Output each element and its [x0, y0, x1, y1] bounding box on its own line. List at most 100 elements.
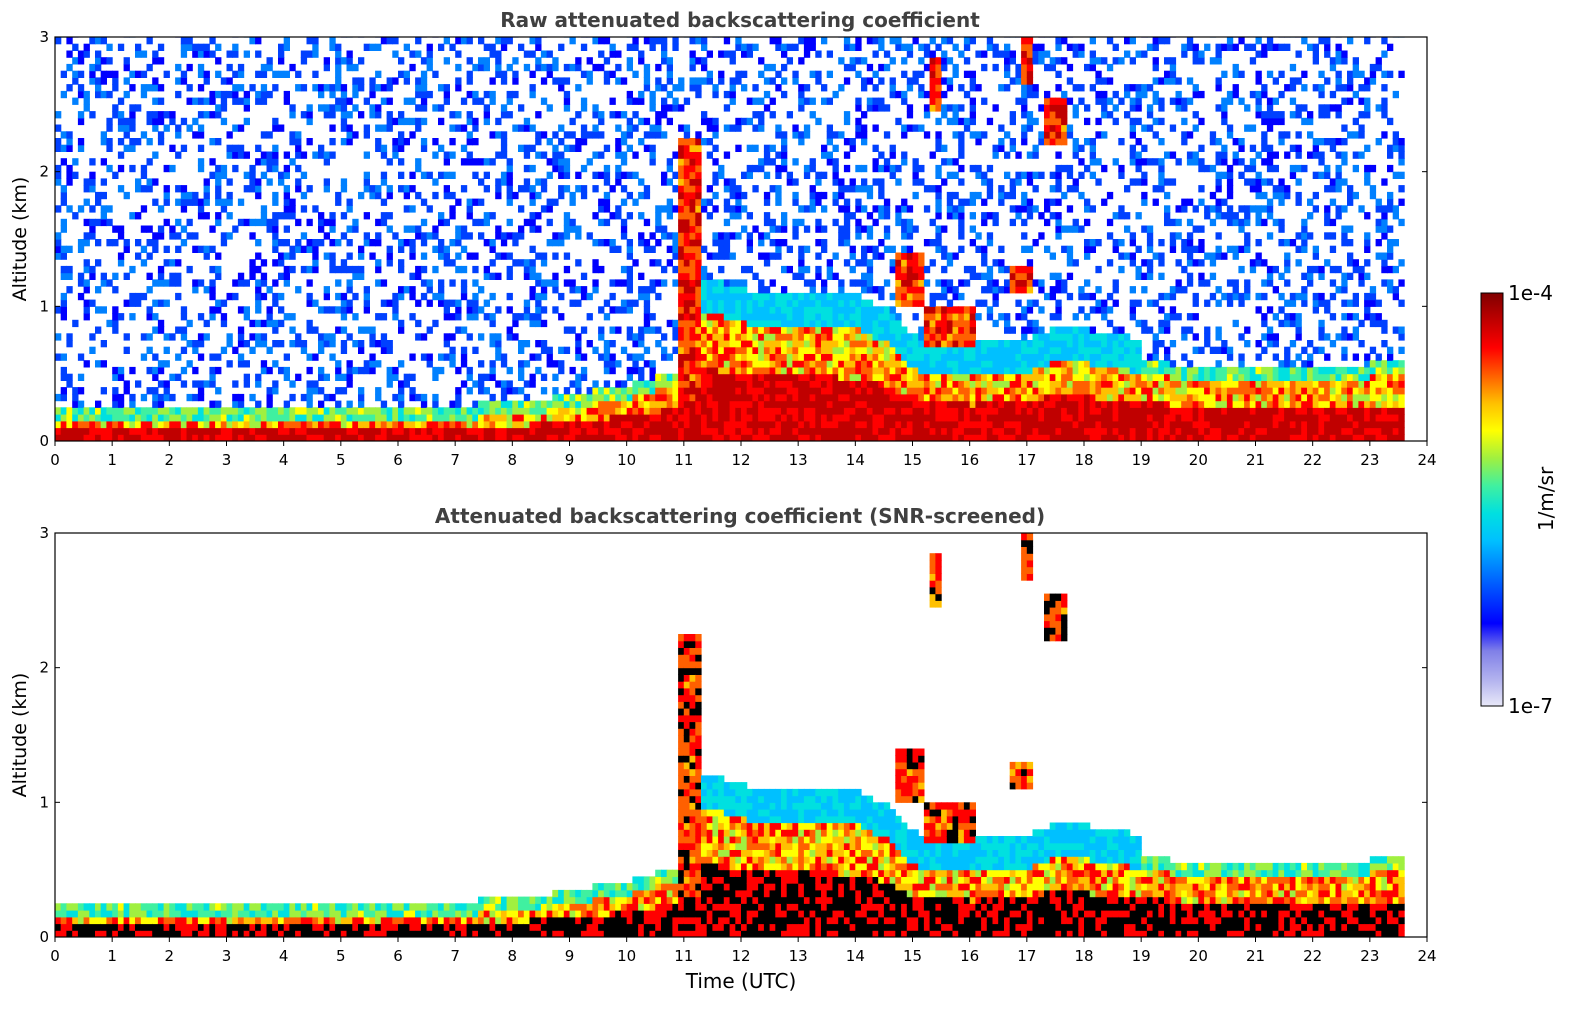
- heatmap-cell: [60, 191, 67, 200]
- heatmap-cell: [718, 313, 725, 321]
- heatmap-cell: [758, 306, 765, 314]
- heatmap-cell: [672, 387, 679, 395]
- heatmap-cell: [106, 427, 113, 435]
- heatmap-cell: [878, 286, 885, 294]
- heatmap-cell: [420, 57, 428, 65]
- heatmap-cell: [563, 63, 571, 72]
- heatmap-cell: [666, 427, 673, 435]
- heatmap-cell: [340, 306, 348, 314]
- heatmap-cell: [683, 366, 691, 375]
- heatmap-cell: [358, 400, 365, 408]
- heatmap-cell: [586, 131, 593, 139]
- heatmap-cell: [580, 326, 588, 334]
- heatmap-cell: [718, 50, 725, 58]
- heatmap-cell: [735, 400, 742, 408]
- heatmap-cell: [420, 400, 428, 408]
- heatmap-cell: [906, 279, 914, 287]
- heatmap-cell: [420, 393, 428, 402]
- heatmap-cell: [672, 414, 679, 422]
- heatmap-cell: [781, 353, 788, 361]
- heatmap-cell: [460, 353, 468, 361]
- heatmap-cell: [746, 306, 753, 314]
- heatmap-cell: [632, 97, 639, 105]
- heatmap-cell: [60, 198, 67, 206]
- heatmap-cell: [169, 144, 176, 152]
- heatmap-cell: [963, 420, 971, 429]
- heatmap-cell: [386, 373, 393, 381]
- heatmap-cell: [746, 414, 753, 422]
- heatmap-cell: [175, 353, 182, 361]
- heatmap-cell: [95, 360, 102, 368]
- heatmap-cell: [729, 400, 736, 408]
- heatmap-cell: [986, 313, 994, 321]
- heatmap-cell: [815, 353, 822, 361]
- heatmap-cell: [535, 414, 542, 422]
- heatmap-cell: [506, 387, 513, 395]
- heatmap-cell: [426, 232, 433, 240]
- heatmap-cell: [163, 360, 170, 368]
- heatmap-cell: [798, 400, 805, 408]
- heatmap-cell: [775, 171, 782, 179]
- heatmap-cell: [695, 77, 702, 85]
- heatmap-cell: [986, 43, 994, 51]
- heatmap-cell: [266, 434, 273, 441]
- heatmap-cell: [575, 420, 582, 429]
- heatmap-cell: [523, 313, 531, 321]
- heatmap-cell: [529, 286, 536, 294]
- heatmap-cell: [1004, 151, 1011, 159]
- heatmap-cell: [649, 97, 656, 105]
- heatmap-cell: [958, 414, 965, 422]
- heatmap-cell: [243, 414, 250, 422]
- heatmap-cell: [478, 218, 485, 227]
- heatmap-cell: [861, 272, 868, 280]
- heatmap-cell: [986, 117, 994, 126]
- heatmap-cell: [649, 313, 656, 321]
- heatmap-cell: [540, 434, 548, 441]
- heatmap-cell: [592, 380, 599, 388]
- heatmap-cell: [55, 420, 62, 429]
- heatmap-cell: [952, 158, 959, 166]
- heatmap-cell: [661, 400, 668, 408]
- heatmap-cell: [718, 380, 725, 388]
- heatmap-cell: [295, 178, 302, 186]
- heatmap-cell: [769, 319, 776, 328]
- heatmap-cell: [329, 239, 336, 247]
- heatmap-cell: [746, 380, 753, 388]
- heatmap-cell: [683, 306, 691, 314]
- heatmap-cell: [672, 104, 679, 112]
- heatmap-cell: [643, 434, 651, 441]
- heatmap-cell: [438, 43, 445, 51]
- heatmap-cell: [540, 185, 548, 193]
- heatmap-cell: [500, 400, 508, 408]
- heatmap-cell: [403, 191, 410, 200]
- heatmap-cell: [678, 158, 685, 166]
- heatmap-cell: [340, 97, 348, 105]
- heatmap-cell: [1021, 57, 1028, 65]
- heatmap-cell: [923, 373, 931, 381]
- heatmap-cell: [529, 191, 536, 200]
- heatmap-cell: [878, 333, 885, 341]
- heatmap-cell: [786, 292, 793, 301]
- heatmap-cell: [66, 414, 73, 422]
- heatmap-cell: [872, 326, 879, 334]
- heatmap-cell: [952, 387, 959, 395]
- heatmap-cell: [918, 340, 925, 348]
- heatmap-cell: [803, 326, 811, 334]
- heatmap-cell: [83, 306, 90, 314]
- heatmap-cell: [666, 164, 673, 173]
- heatmap-cell: [255, 380, 262, 388]
- heatmap-cell: [209, 400, 216, 408]
- heatmap-cell: [552, 414, 559, 422]
- heatmap-cell: [695, 353, 702, 361]
- heatmap-cell: [615, 326, 622, 334]
- heatmap-cell: [500, 104, 508, 112]
- heatmap-cell: [506, 252, 513, 260]
- heatmap-cell: [506, 171, 513, 179]
- heatmap-cell: [249, 37, 256, 45]
- heatmap-cell: [352, 414, 359, 422]
- heatmap-cell: [815, 346, 822, 354]
- heatmap-cell: [529, 218, 536, 227]
- heatmap-cell: [752, 400, 759, 408]
- heatmap-cell: [712, 373, 719, 381]
- heatmap-cell: [649, 393, 656, 402]
